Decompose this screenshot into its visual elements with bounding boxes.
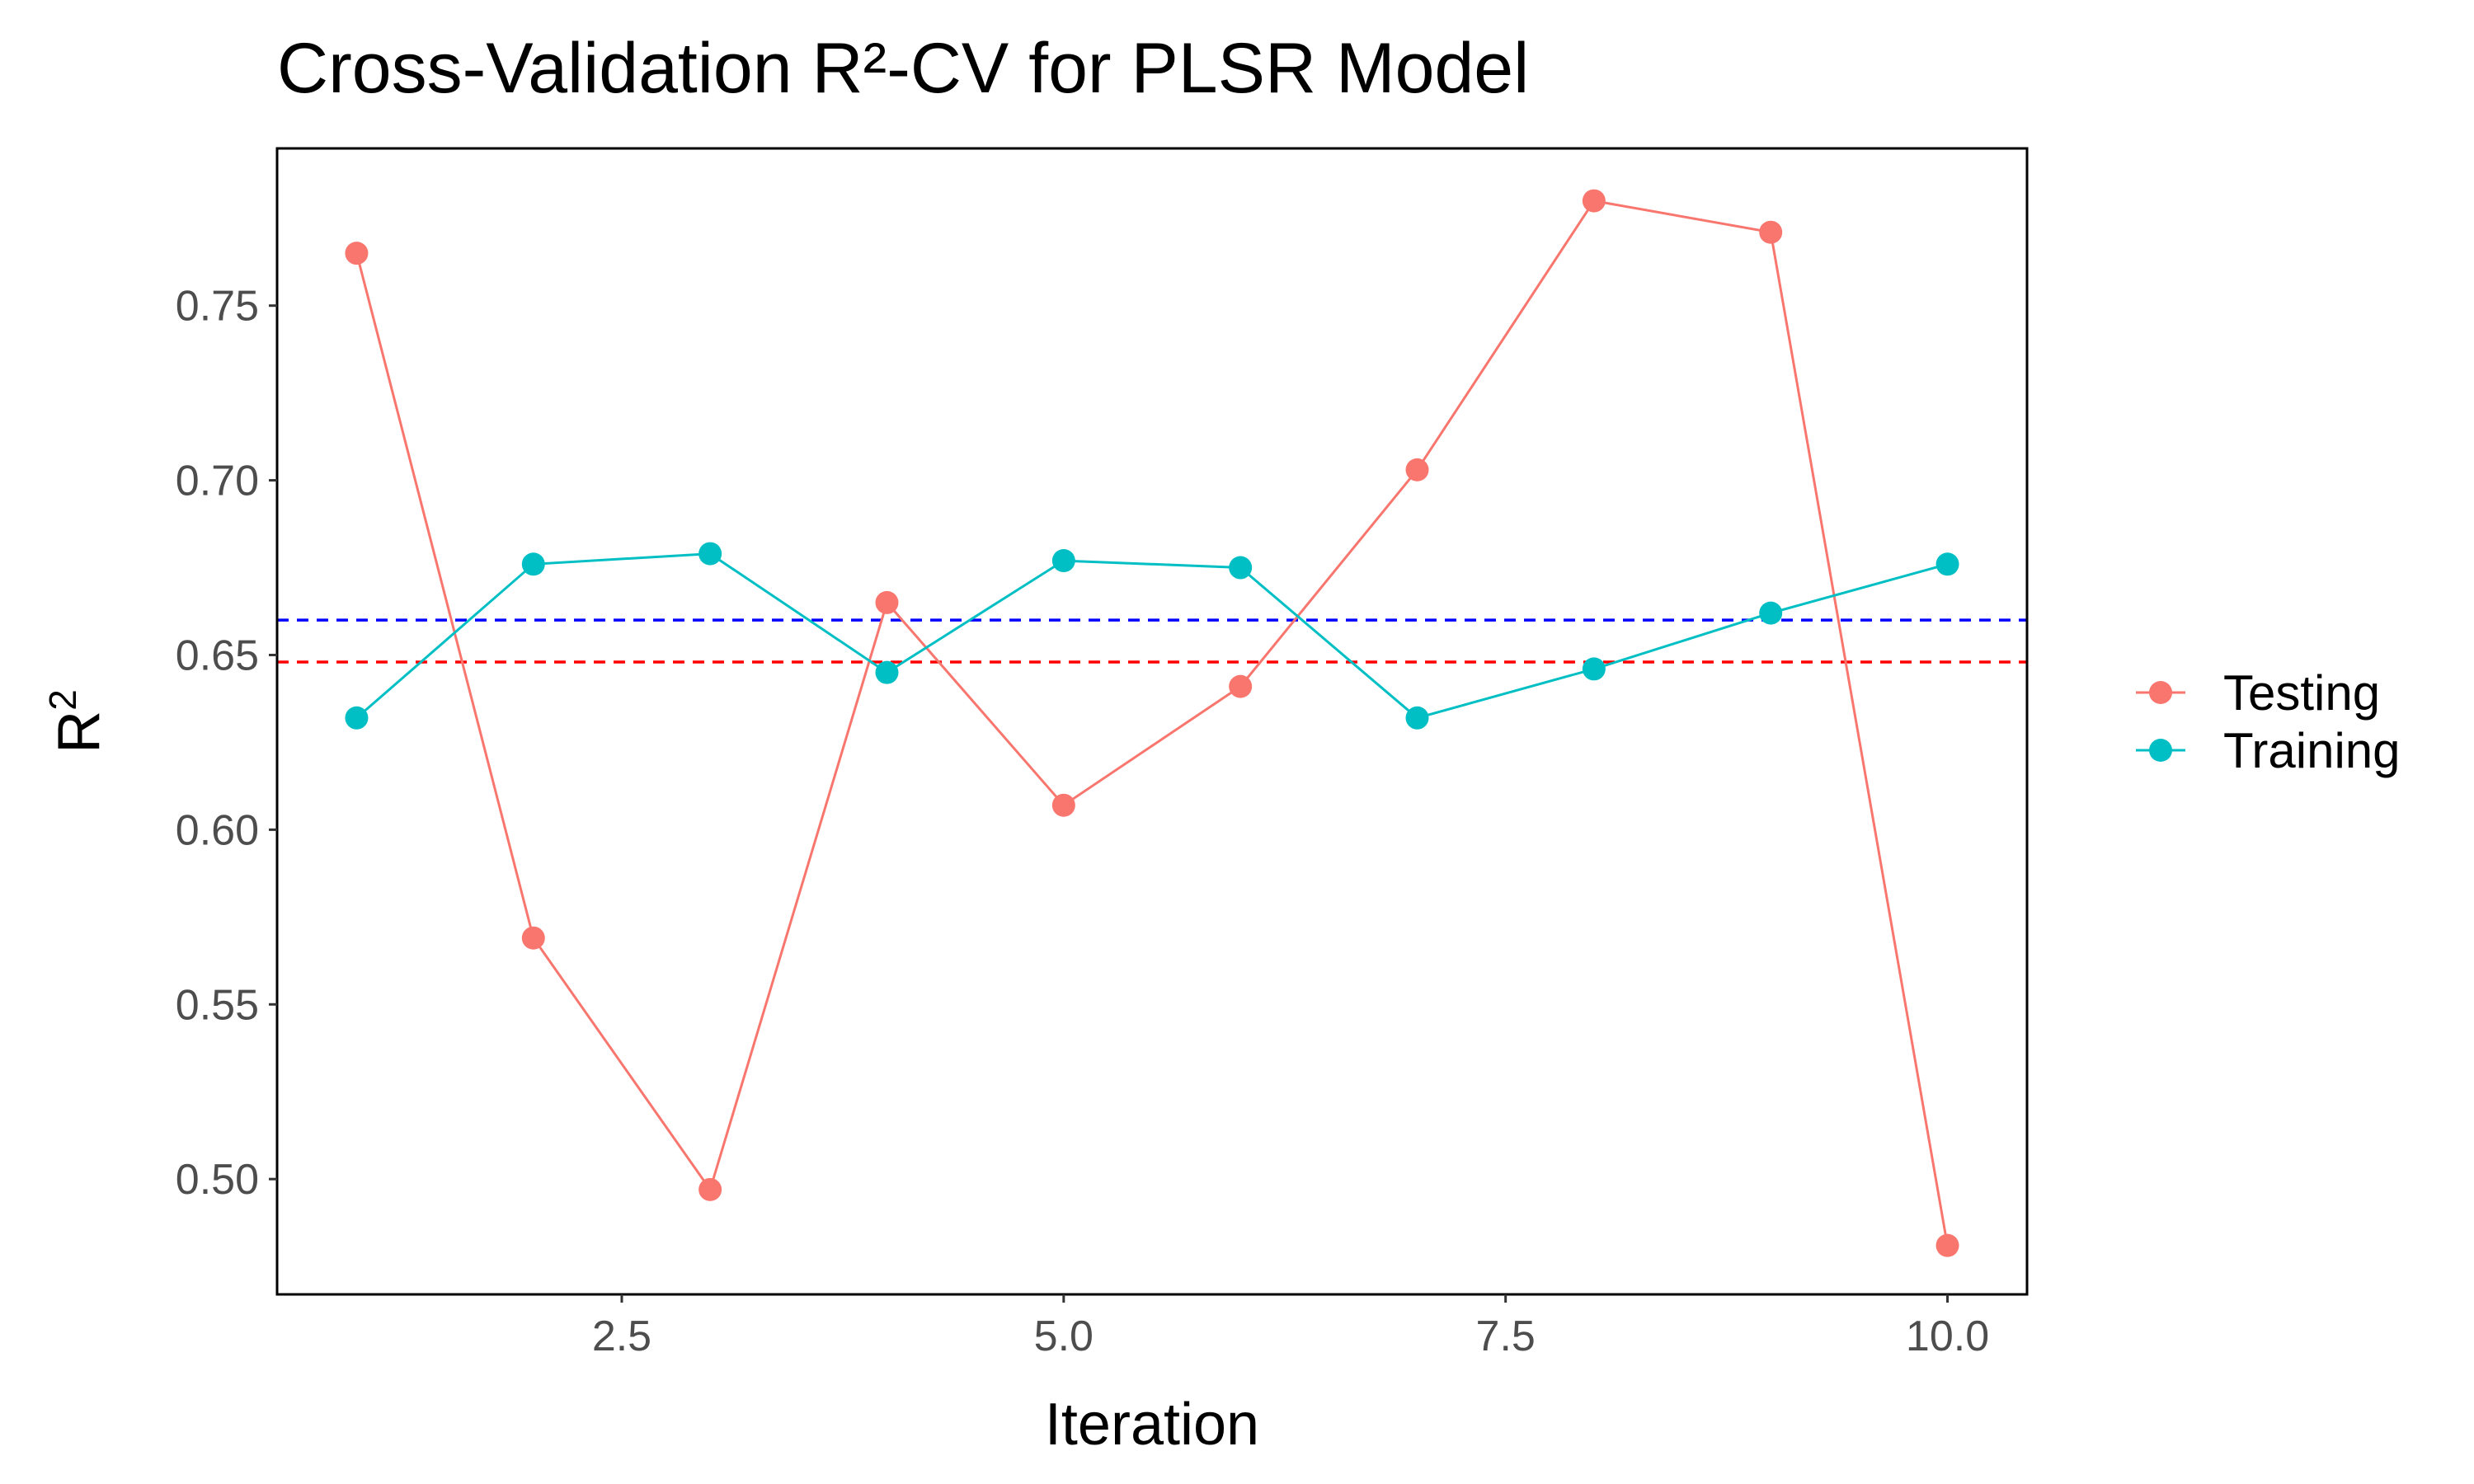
chart-title: Cross-Validation R²-CV for PLSR Model	[277, 29, 1529, 108]
y-tick-label: 0.60	[176, 806, 259, 854]
data-point-training-8	[1582, 657, 1606, 681]
series-points	[345, 189, 1959, 1257]
series-line-testing	[355, 199, 1949, 1246]
y-axis: 0.50 0.55 0.60 0.65 0.70 0.75	[176, 283, 277, 1204]
x-tick-label: 2.5	[592, 1313, 651, 1360]
y-axis-title-superscript: 2	[41, 689, 84, 711]
data-point-training-7	[1405, 706, 1429, 730]
data-point-testing-3	[698, 1177, 722, 1201]
y-tick-label: 0.55	[176, 981, 259, 1029]
data-point-training-10	[1935, 552, 1959, 576]
data-point-training-9	[1759, 601, 1783, 625]
legend-label-training: Training	[2223, 723, 2401, 778]
x-axis: 2.5 5.0 7.5 10.0	[592, 1294, 1989, 1360]
y-tick-label: 0.65	[176, 632, 259, 679]
data-point-testing-1	[345, 242, 369, 265]
data-point-testing-2	[521, 926, 545, 950]
legend-label-testing: Testing	[2223, 665, 2380, 721]
legend-key-testing	[2149, 681, 2172, 704]
data-point-training-4	[875, 660, 899, 684]
series-line-training	[355, 552, 1948, 720]
data-point-testing-9	[1759, 220, 1783, 244]
data-point-testing-4	[875, 590, 899, 614]
legend-key-training	[2149, 739, 2172, 762]
data-point-training-5	[1051, 549, 1075, 573]
plot-panel-border	[275, 147, 2029, 1296]
x-tick-label: 7.5	[1476, 1313, 1536, 1360]
data-point-training-3	[698, 542, 722, 566]
data-point-testing-10	[1935, 1233, 1959, 1257]
y-tick-label: 0.75	[176, 283, 259, 331]
y-axis-title-base: R	[46, 711, 112, 754]
data-point-training-1	[345, 706, 369, 730]
x-tick-label: 5.0	[1034, 1313, 1094, 1360]
reference-lines	[277, 618, 2027, 664]
series-lines	[355, 199, 1949, 1246]
data-point-training-2	[521, 552, 545, 576]
data-point-testing-8	[1582, 189, 1606, 213]
y-tick-label: 0.70	[176, 458, 259, 505]
data-point-training-6	[1229, 556, 1253, 580]
data-point-testing-5	[1051, 793, 1075, 817]
y-tick-label: 0.50	[176, 1156, 259, 1204]
legend-item-training: Training	[2136, 723, 2401, 778]
x-axis-title: Iteration	[1045, 1392, 1259, 1458]
legend-item-testing: Testing	[2136, 665, 2380, 721]
data-point-testing-7	[1405, 458, 1429, 481]
x-tick-label: 10.0	[1906, 1313, 1989, 1360]
data-point-testing-6	[1229, 674, 1253, 698]
y-axis-title: R2	[41, 689, 112, 754]
